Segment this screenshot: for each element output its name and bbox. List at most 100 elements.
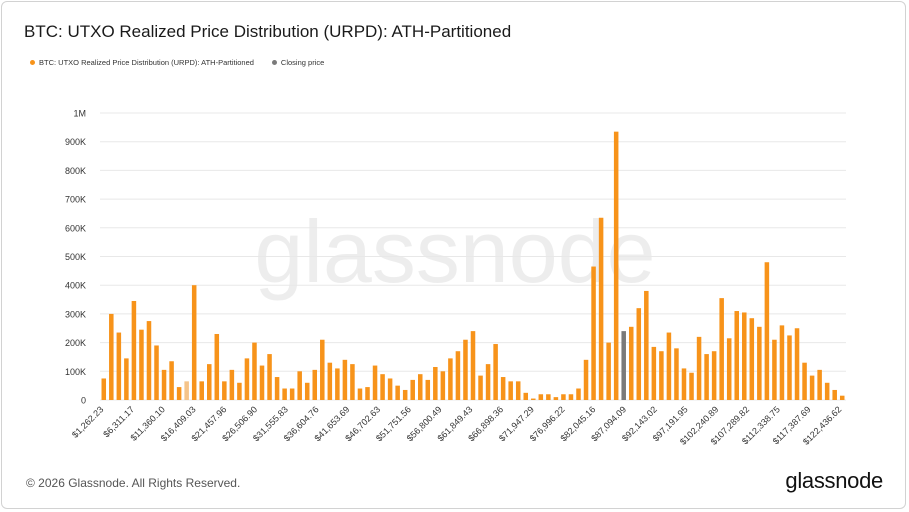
- bar[interactable]: [139, 329, 144, 400]
- bar[interactable]: [252, 342, 257, 400]
- bar[interactable]: [237, 382, 242, 400]
- bar[interactable]: [500, 377, 506, 400]
- bar[interactable]: [380, 374, 385, 400]
- bar[interactable]: [794, 328, 800, 400]
- bar[interactable]: [184, 381, 189, 400]
- bar[interactable]: [395, 385, 400, 400]
- bar[interactable]: [282, 388, 287, 400]
- bar[interactable]: [124, 358, 129, 400]
- bar[interactable]: [734, 311, 739, 400]
- bar[interactable]: [757, 326, 762, 400]
- bar[interactable]: [372, 365, 378, 400]
- bar[interactable]: [229, 369, 235, 400]
- bar[interactable]: [425, 379, 431, 400]
- bar[interactable]: [176, 387, 182, 400]
- bar[interactable]: [327, 362, 333, 400]
- bar[interactable]: [101, 378, 107, 400]
- bar[interactable]: [644, 290, 649, 400]
- bar[interactable]: [214, 333, 220, 400]
- bar[interactable]: [651, 346, 657, 400]
- bar[interactable]: [561, 394, 566, 400]
- bar[interactable]: [674, 348, 679, 400]
- bar[interactable]: [538, 394, 544, 400]
- bar[interactable]: [696, 336, 702, 400]
- bar[interactable]: [304, 382, 310, 400]
- bar[interactable]: [131, 300, 137, 400]
- bar[interactable]: [463, 339, 468, 400]
- bar[interactable]: [478, 375, 483, 400]
- bar[interactable]: [244, 358, 250, 400]
- bar[interactable]: [470, 331, 476, 400]
- bar[interactable]: [726, 338, 732, 400]
- bar[interactable]: [402, 389, 408, 400]
- bar[interactable]: [606, 342, 611, 400]
- bar[interactable]: [742, 312, 747, 400]
- bar[interactable]: [515, 381, 521, 400]
- bar[interactable]: [440, 371, 446, 400]
- bar[interactable]: [161, 369, 167, 400]
- bar[interactable]: [493, 344, 498, 400]
- bar[interactable]: [772, 339, 777, 400]
- bar[interactable]: [824, 382, 830, 400]
- bar[interactable]: [787, 335, 792, 400]
- bar[interactable]: [719, 298, 724, 400]
- bar[interactable]: [365, 387, 370, 400]
- bar[interactable]: [207, 364, 212, 400]
- bar[interactable]: [433, 366, 438, 400]
- bar[interactable]: [591, 266, 596, 400]
- bar[interactable]: [222, 381, 227, 400]
- bar[interactable]: [320, 339, 325, 400]
- bar[interactable]: [417, 374, 423, 400]
- bar[interactable]: [704, 354, 709, 400]
- bar[interactable]: [448, 358, 453, 400]
- bar[interactable]: [711, 351, 717, 400]
- closing-price-bar[interactable]: [621, 331, 626, 400]
- bar[interactable]: [749, 318, 755, 400]
- bar[interactable]: [576, 388, 581, 400]
- legend-item-series[interactable]: BTC: UTXO Realized Price Distribution (U…: [30, 58, 254, 67]
- bar[interactable]: [523, 392, 529, 400]
- bar[interactable]: [109, 313, 114, 400]
- bar[interactable]: [531, 398, 536, 400]
- bar[interactable]: [154, 345, 159, 400]
- bar[interactable]: [583, 359, 589, 400]
- bar[interactable]: [116, 332, 122, 400]
- bar[interactable]: [636, 308, 642, 400]
- bar[interactable]: [312, 369, 318, 400]
- bar[interactable]: [410, 379, 415, 400]
- bar[interactable]: [357, 388, 363, 400]
- bar[interactable]: [628, 326, 634, 400]
- bar[interactable]: [199, 381, 204, 400]
- bar[interactable]: [613, 131, 619, 400]
- bar[interactable]: [387, 378, 393, 400]
- bar[interactable]: [259, 365, 265, 400]
- bar[interactable]: [191, 285, 197, 400]
- bar[interactable]: [146, 321, 152, 400]
- bar[interactable]: [455, 351, 461, 400]
- bar[interactable]: [342, 359, 348, 400]
- bar[interactable]: [764, 262, 770, 400]
- bar[interactable]: [546, 394, 551, 400]
- bar[interactable]: [350, 364, 355, 400]
- bar[interactable]: [839, 395, 845, 400]
- bar[interactable]: [779, 325, 785, 400]
- bar[interactable]: [832, 389, 837, 400]
- bar[interactable]: [659, 351, 664, 400]
- bar[interactable]: [666, 332, 672, 400]
- bar[interactable]: [508, 381, 513, 400]
- bar[interactable]: [809, 375, 815, 400]
- bar[interactable]: [802, 362, 807, 400]
- bar[interactable]: [289, 388, 295, 400]
- bar[interactable]: [568, 394, 574, 400]
- bar[interactable]: [553, 397, 559, 400]
- bar[interactable]: [817, 369, 822, 400]
- bar[interactable]: [297, 371, 302, 400]
- bar[interactable]: [267, 354, 272, 400]
- bar[interactable]: [485, 364, 491, 400]
- legend-item-closing[interactable]: Closing price: [271, 58, 324, 67]
- bar[interactable]: [335, 368, 340, 400]
- bar[interactable]: [169, 361, 174, 400]
- bar[interactable]: [689, 372, 694, 400]
- bar[interactable]: [274, 377, 280, 400]
- bar[interactable]: [681, 368, 687, 400]
